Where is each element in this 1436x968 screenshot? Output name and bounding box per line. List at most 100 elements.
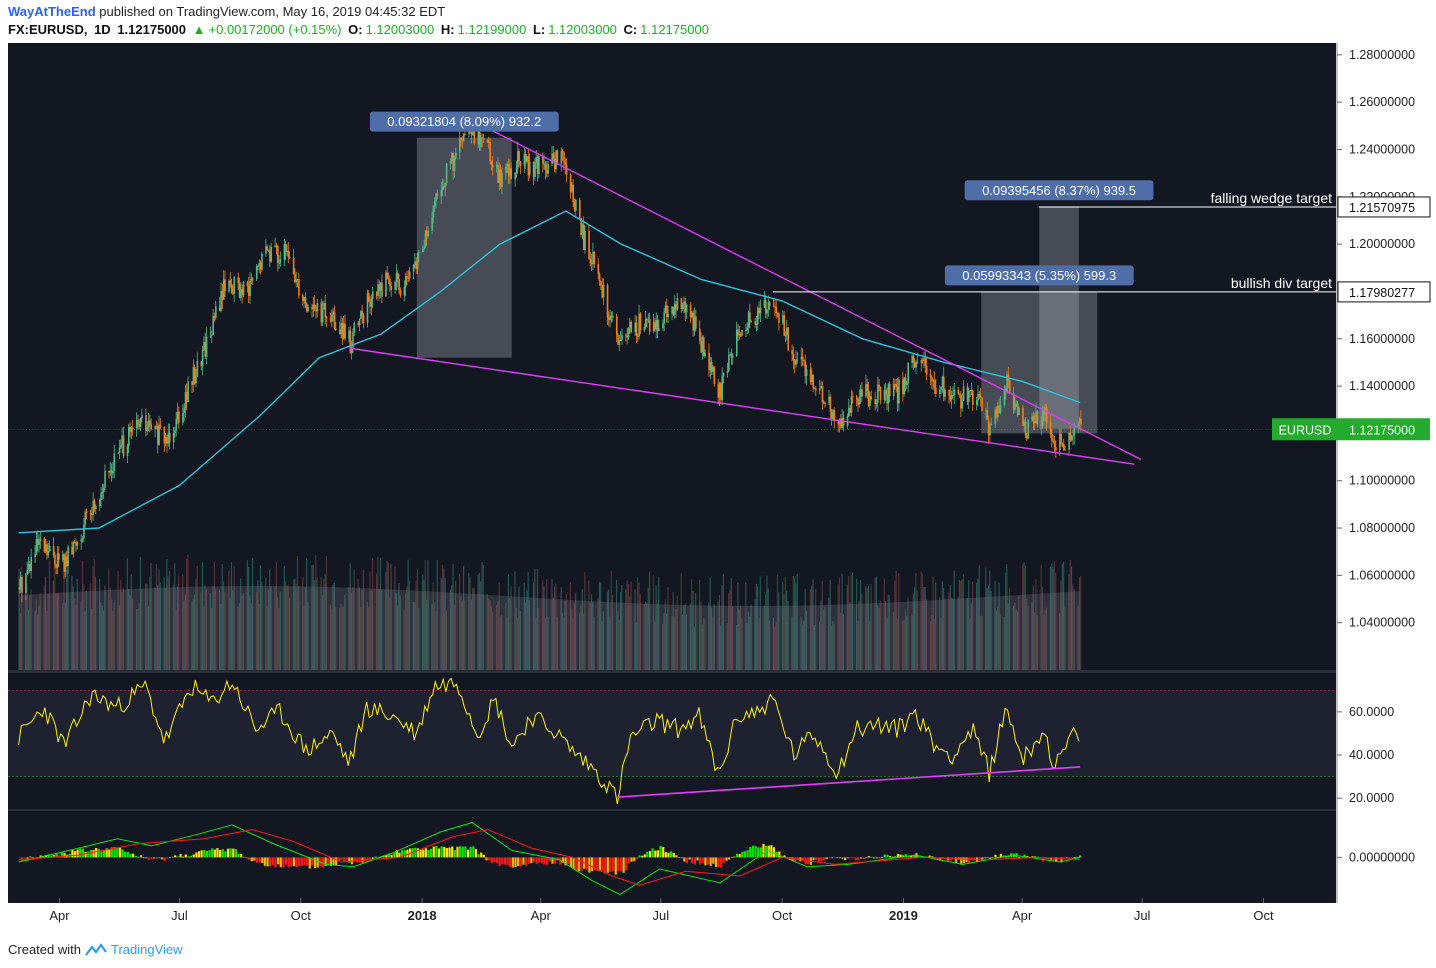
candle-body [89,513,92,515]
time-tick-label: Apr [49,908,70,923]
macd-histogram-bar [659,846,662,858]
candle-body [370,298,373,307]
candle-body [902,379,904,395]
macd-histogram-bar [762,843,765,858]
volume-bar [961,579,963,670]
candle-body [969,390,971,392]
volume-bar [495,605,498,670]
volume-bar [72,586,74,670]
volume-bar [830,625,833,670]
candle-body [37,539,39,545]
volume-bar [1059,613,1061,670]
volume-bar [182,574,184,670]
candle-body [287,250,290,257]
macd-histogram-bar [593,857,596,871]
candle-body [949,395,952,400]
macd-histogram-bar [400,850,404,858]
volume-bar [772,617,775,670]
macd-histogram-bar [701,857,704,863]
macd-histogram-bar [269,857,272,867]
candle-body [237,277,240,284]
volume-bar [800,616,802,670]
price-tick-label: 1.08000000 [1349,521,1415,535]
tradingview-brand[interactable]: TradingView [110,942,183,957]
macd-histogram-bar [738,854,741,858]
candle-body [278,262,280,264]
volume-bar [966,597,968,670]
volume-bar [828,597,830,670]
volume-bar [555,583,557,670]
candle-body [192,367,195,386]
macd-histogram-bar [464,846,467,858]
time-tick-label: Jul [171,908,188,923]
volume-bar [859,580,862,670]
macd-histogram-bar [105,848,108,858]
candle-body [286,250,288,253]
candle-body [639,313,642,331]
volume-bar [224,591,226,670]
macd-histogram-bar [910,855,913,858]
candle-body [654,321,656,330]
candle-body [56,553,59,568]
volume-bar [1044,609,1046,670]
time-tick-label: 2018 [408,908,437,923]
volume-bar [307,602,309,670]
volume-bar [592,602,594,670]
macd-histogram-bar [374,856,377,858]
macd-histogram-bar [76,849,79,858]
volume-bar [663,613,665,670]
candle-body [63,554,65,572]
candle-body [257,265,259,267]
candle-body [489,142,491,161]
candle-body [858,396,861,405]
macd-histogram-bar [746,850,749,858]
volume-bar [676,595,678,670]
volume-bar [191,601,193,670]
candle-body [329,318,332,322]
volume-bar [979,615,982,670]
volume-bar [1040,565,1042,670]
candle-body [611,316,614,318]
macd-histogram-bar [139,855,143,858]
candle-body [85,511,88,514]
candle-body [128,426,130,447]
candle-body [366,293,369,323]
time-tick-label: Jul [652,908,669,923]
macd-histogram-bar [445,848,449,858]
macd-histogram-bar [60,852,63,858]
symbol-name[interactable]: FX:EURUSD, [8,22,88,37]
candle-body [841,417,844,428]
volume-bar [728,592,730,670]
volume-bar [163,577,165,670]
volume-bar [288,597,291,670]
candle-body [656,320,659,332]
volume-bar [1080,575,1082,670]
volume-bar [796,573,798,670]
volume-bar [658,576,660,670]
candle-body [55,564,58,568]
volume-bar [150,563,152,670]
candle-body [597,264,600,274]
candle-body [824,402,826,404]
macd-histogram-bar [859,857,863,859]
volume-bar [412,602,415,670]
macd-histogram-bar [970,857,973,860]
candle-body [887,383,890,404]
candle-body [344,323,346,339]
candle-body [709,361,712,371]
candle-body [242,282,245,296]
macd-histogram-bar [822,857,826,861]
macd-histogram-bar [371,857,375,860]
volume-bar [929,620,932,670]
volume-bar [543,586,545,670]
candle-body [35,539,38,554]
macd-histogram-bar [604,857,607,874]
volume-bar [630,581,632,670]
volume-bar [464,600,466,670]
author-link[interactable]: WayAtTheEnd [8,4,96,19]
candle-body [100,492,102,501]
macd-histogram-bar [213,849,216,858]
macd-histogram-bar [245,857,248,859]
candle-body [58,553,60,560]
